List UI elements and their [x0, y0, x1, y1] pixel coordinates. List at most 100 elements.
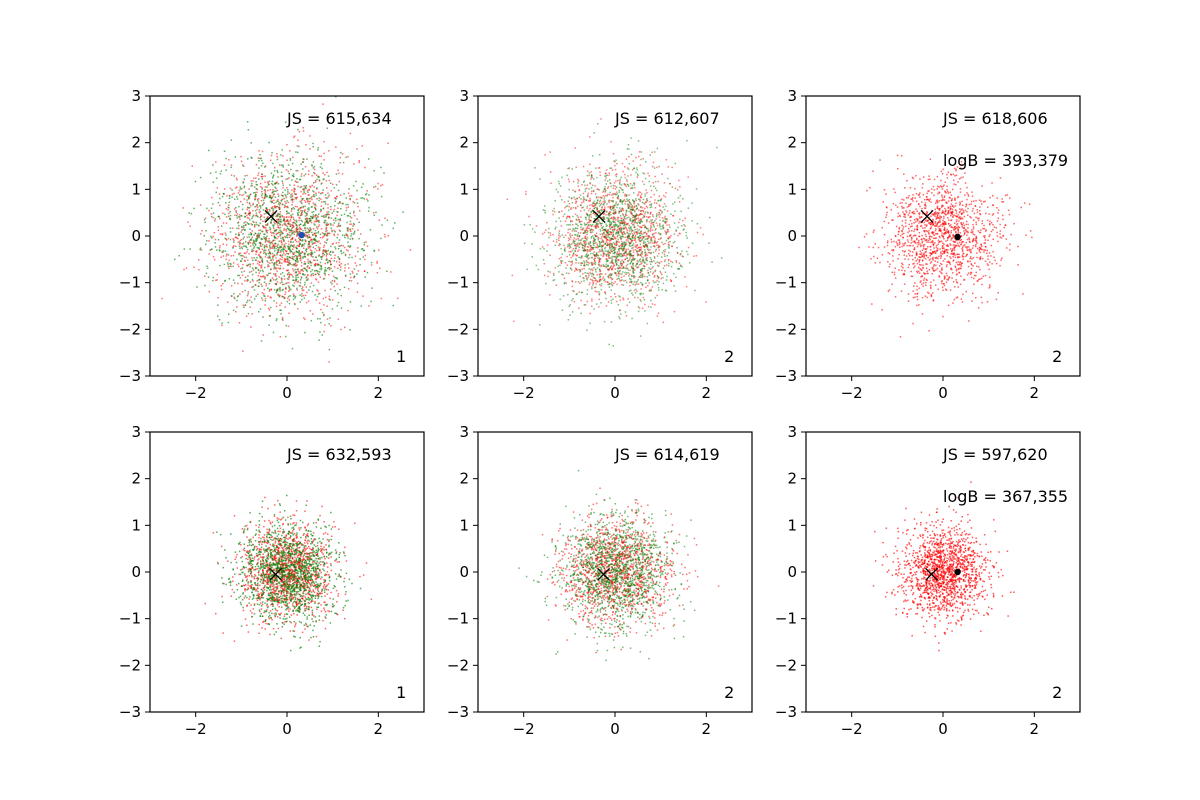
scatter-point: [375, 211, 377, 214]
scatter-point: [584, 240, 586, 242]
scatter-point: [640, 268, 642, 271]
scatter-point: [242, 263, 244, 266]
scatter-point: [628, 228, 631, 230]
scatter-point: [593, 200, 596, 203]
scatter-point: [660, 237, 662, 239]
scatter-point: [634, 237, 636, 240]
scatter-point: [250, 182, 253, 185]
scatter-point: [612, 216, 615, 219]
scatter-point: [570, 256, 572, 259]
scatter-point: [557, 265, 559, 267]
scatter-point: [691, 220, 693, 222]
scatter-point: [569, 267, 572, 269]
scatter-point: [320, 308, 322, 311]
scatter-point: [584, 231, 586, 233]
scatter-point: [662, 227, 664, 230]
scatter-point: [309, 260, 311, 262]
scatter-point: [338, 245, 340, 247]
scatter-point: [248, 233, 250, 236]
scatter-point: [653, 167, 656, 169]
scatter-point: [269, 315, 271, 317]
scatter-point: [315, 273, 317, 276]
scatter-point: [609, 191, 611, 194]
scatter-point: [611, 169, 614, 171]
scatter-point: [238, 189, 241, 192]
scatter-point: [303, 253, 306, 255]
scatter-point: [589, 204, 591, 206]
scatter-point: [205, 243, 207, 246]
scatter-point: [670, 213, 672, 215]
scatter-point: [315, 217, 318, 220]
scatter-point: [224, 237, 226, 240]
scatter-point: [286, 226, 289, 228]
scatter-point: [620, 226, 622, 228]
scatter-point: [649, 268, 652, 270]
scatter-point: [305, 144, 307, 146]
scatter-point: [644, 195, 646, 197]
scatter-point: [208, 253, 210, 255]
scatter-point: [220, 285, 222, 287]
scatter-point: [609, 257, 611, 259]
scatter-point: [568, 250, 570, 253]
scatter-point: [304, 267, 307, 270]
scatter-point: [302, 273, 304, 275]
scatter-point: [255, 295, 257, 297]
scatter-point: [624, 173, 626, 176]
scatter-point: [284, 297, 286, 299]
scatter-point: [608, 193, 611, 196]
scatter-point: [618, 316, 620, 318]
scatter-point: [239, 194, 241, 196]
scatter-point: [281, 317, 284, 319]
scatter-point: [588, 217, 590, 219]
scatter-point: [594, 263, 596, 266]
scatter-point: [369, 229, 372, 231]
scatter-point: [206, 240, 208, 242]
scatter-point: [237, 263, 239, 266]
scatter-point: [615, 191, 618, 193]
scatter-point: [288, 172, 290, 175]
scatter-point: [671, 261, 674, 264]
scatter-point: [640, 300, 642, 302]
scatter-point: [556, 238, 558, 241]
scatter-point: [553, 207, 555, 210]
scatter-point: [653, 232, 655, 235]
scatter-point: [582, 201, 585, 203]
scatter-point: [621, 244, 624, 247]
scatter-point: [641, 276, 644, 279]
scatter-point: [601, 208, 603, 211]
scatter-point: [295, 260, 297, 263]
scatter-point: [250, 239, 252, 241]
scatter-point: [287, 189, 289, 191]
scatter-point: [584, 241, 586, 244]
scatter-point: [669, 182, 671, 185]
scatter-point: [643, 240, 645, 242]
scatter-point: [322, 314, 325, 317]
scatter-point: [602, 217, 604, 219]
scatter-point: [641, 213, 644, 216]
scatter-point: [279, 215, 281, 217]
scatter-point: [292, 201, 294, 203]
scatter-point: [262, 209, 265, 211]
scatter-point: [275, 267, 277, 269]
scatter-point: [313, 259, 315, 261]
scatter-point: [663, 203, 666, 205]
scatter-point: [620, 187, 622, 190]
scatter-point: [217, 296, 219, 299]
scatter-point: [325, 242, 328, 244]
scatter-point: [296, 145, 299, 147]
scatter-point: [307, 260, 309, 263]
scatter-point: [628, 237, 630, 239]
scatter-point: [659, 205, 661, 207]
scatter-point: [316, 270, 318, 272]
scatter-point: [590, 225, 593, 227]
scatter-point: [257, 279, 260, 281]
scatter-point: [343, 213, 346, 215]
scatter-point: [609, 272, 612, 275]
scatter-point: [549, 171, 552, 173]
scatter-point: [609, 252, 611, 254]
scatter-point: [574, 190, 576, 193]
scatter-point: [308, 231, 311, 233]
scatter-point: [285, 324, 287, 327]
scatter-point: [302, 229, 304, 232]
scatter-point: [633, 182, 635, 184]
